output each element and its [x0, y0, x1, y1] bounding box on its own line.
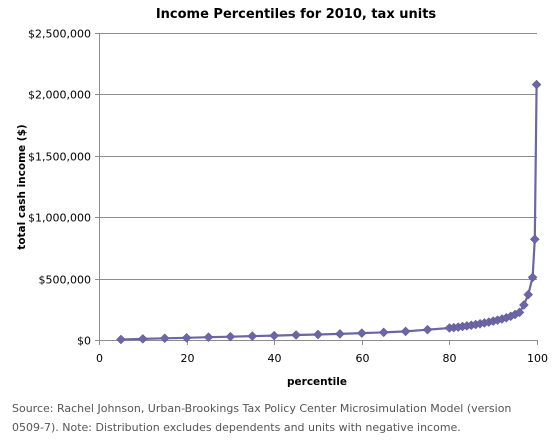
data-point-marker — [116, 334, 126, 345]
data-point-marker — [269, 330, 280, 341]
y-tick-label: $1,500,000 — [28, 151, 91, 164]
data-point-marker — [203, 332, 214, 343]
x-tick-label: 60 — [356, 352, 370, 365]
y-axis-title: total cash income ($) — [16, 124, 28, 249]
series-line — [120, 84, 538, 341]
data-point-marker — [225, 331, 236, 342]
y-tick-label: $2,500,000 — [28, 28, 91, 41]
data-point-marker — [181, 332, 192, 343]
data-point-marker — [400, 326, 411, 337]
y-tick-label: $1,000,000 — [28, 212, 91, 225]
x-tick-label: 20 — [181, 352, 195, 365]
chart-title: Income Percentiles for 2010, tax units — [156, 7, 437, 22]
data-point-marker — [527, 272, 538, 283]
data-point-marker — [335, 329, 345, 339]
y-tick-label: $0 — [77, 335, 91, 348]
data-point-marker — [159, 333, 170, 344]
x-tick-label: 0 — [96, 352, 103, 365]
data-point-marker — [291, 330, 301, 340]
data-point-marker — [378, 327, 389, 338]
gridlines — [99, 33, 537, 280]
data-point-marker — [422, 324, 433, 335]
data-point-marker — [519, 300, 529, 310]
x-tick-label: 100 — [527, 352, 548, 365]
data-point-marker — [529, 234, 540, 245]
data-point-marker — [531, 79, 542, 90]
x-tick-label: 40 — [268, 352, 282, 365]
x-tick-labels: 0 20 40 60 80 100 — [96, 352, 548, 365]
data-point-marker — [137, 334, 148, 344]
y-tick-label: $2,000,000 — [28, 89, 91, 102]
x-tick-label: 80 — [443, 352, 457, 365]
y-tick-label: $500,000 — [39, 274, 92, 287]
data-point-marker — [247, 331, 258, 341]
x-axis-title: percentile — [287, 376, 347, 388]
series-income — [116, 79, 542, 345]
axes — [95, 33, 538, 345]
data-point-marker — [523, 289, 534, 300]
data-point-marker — [514, 307, 525, 318]
source-note: Source: Rachel Johnson, Urban-Brookings … — [12, 402, 512, 434]
data-point-marker — [356, 328, 367, 338]
data-point-marker — [313, 329, 323, 340]
y-tick-labels: $0 $500,000 $1,000,000 $1,500,000 $2,000,000… — [28, 28, 91, 348]
income-percentile-chart: Income Percentiles for 2010, tax units $… — [16, 7, 548, 388]
